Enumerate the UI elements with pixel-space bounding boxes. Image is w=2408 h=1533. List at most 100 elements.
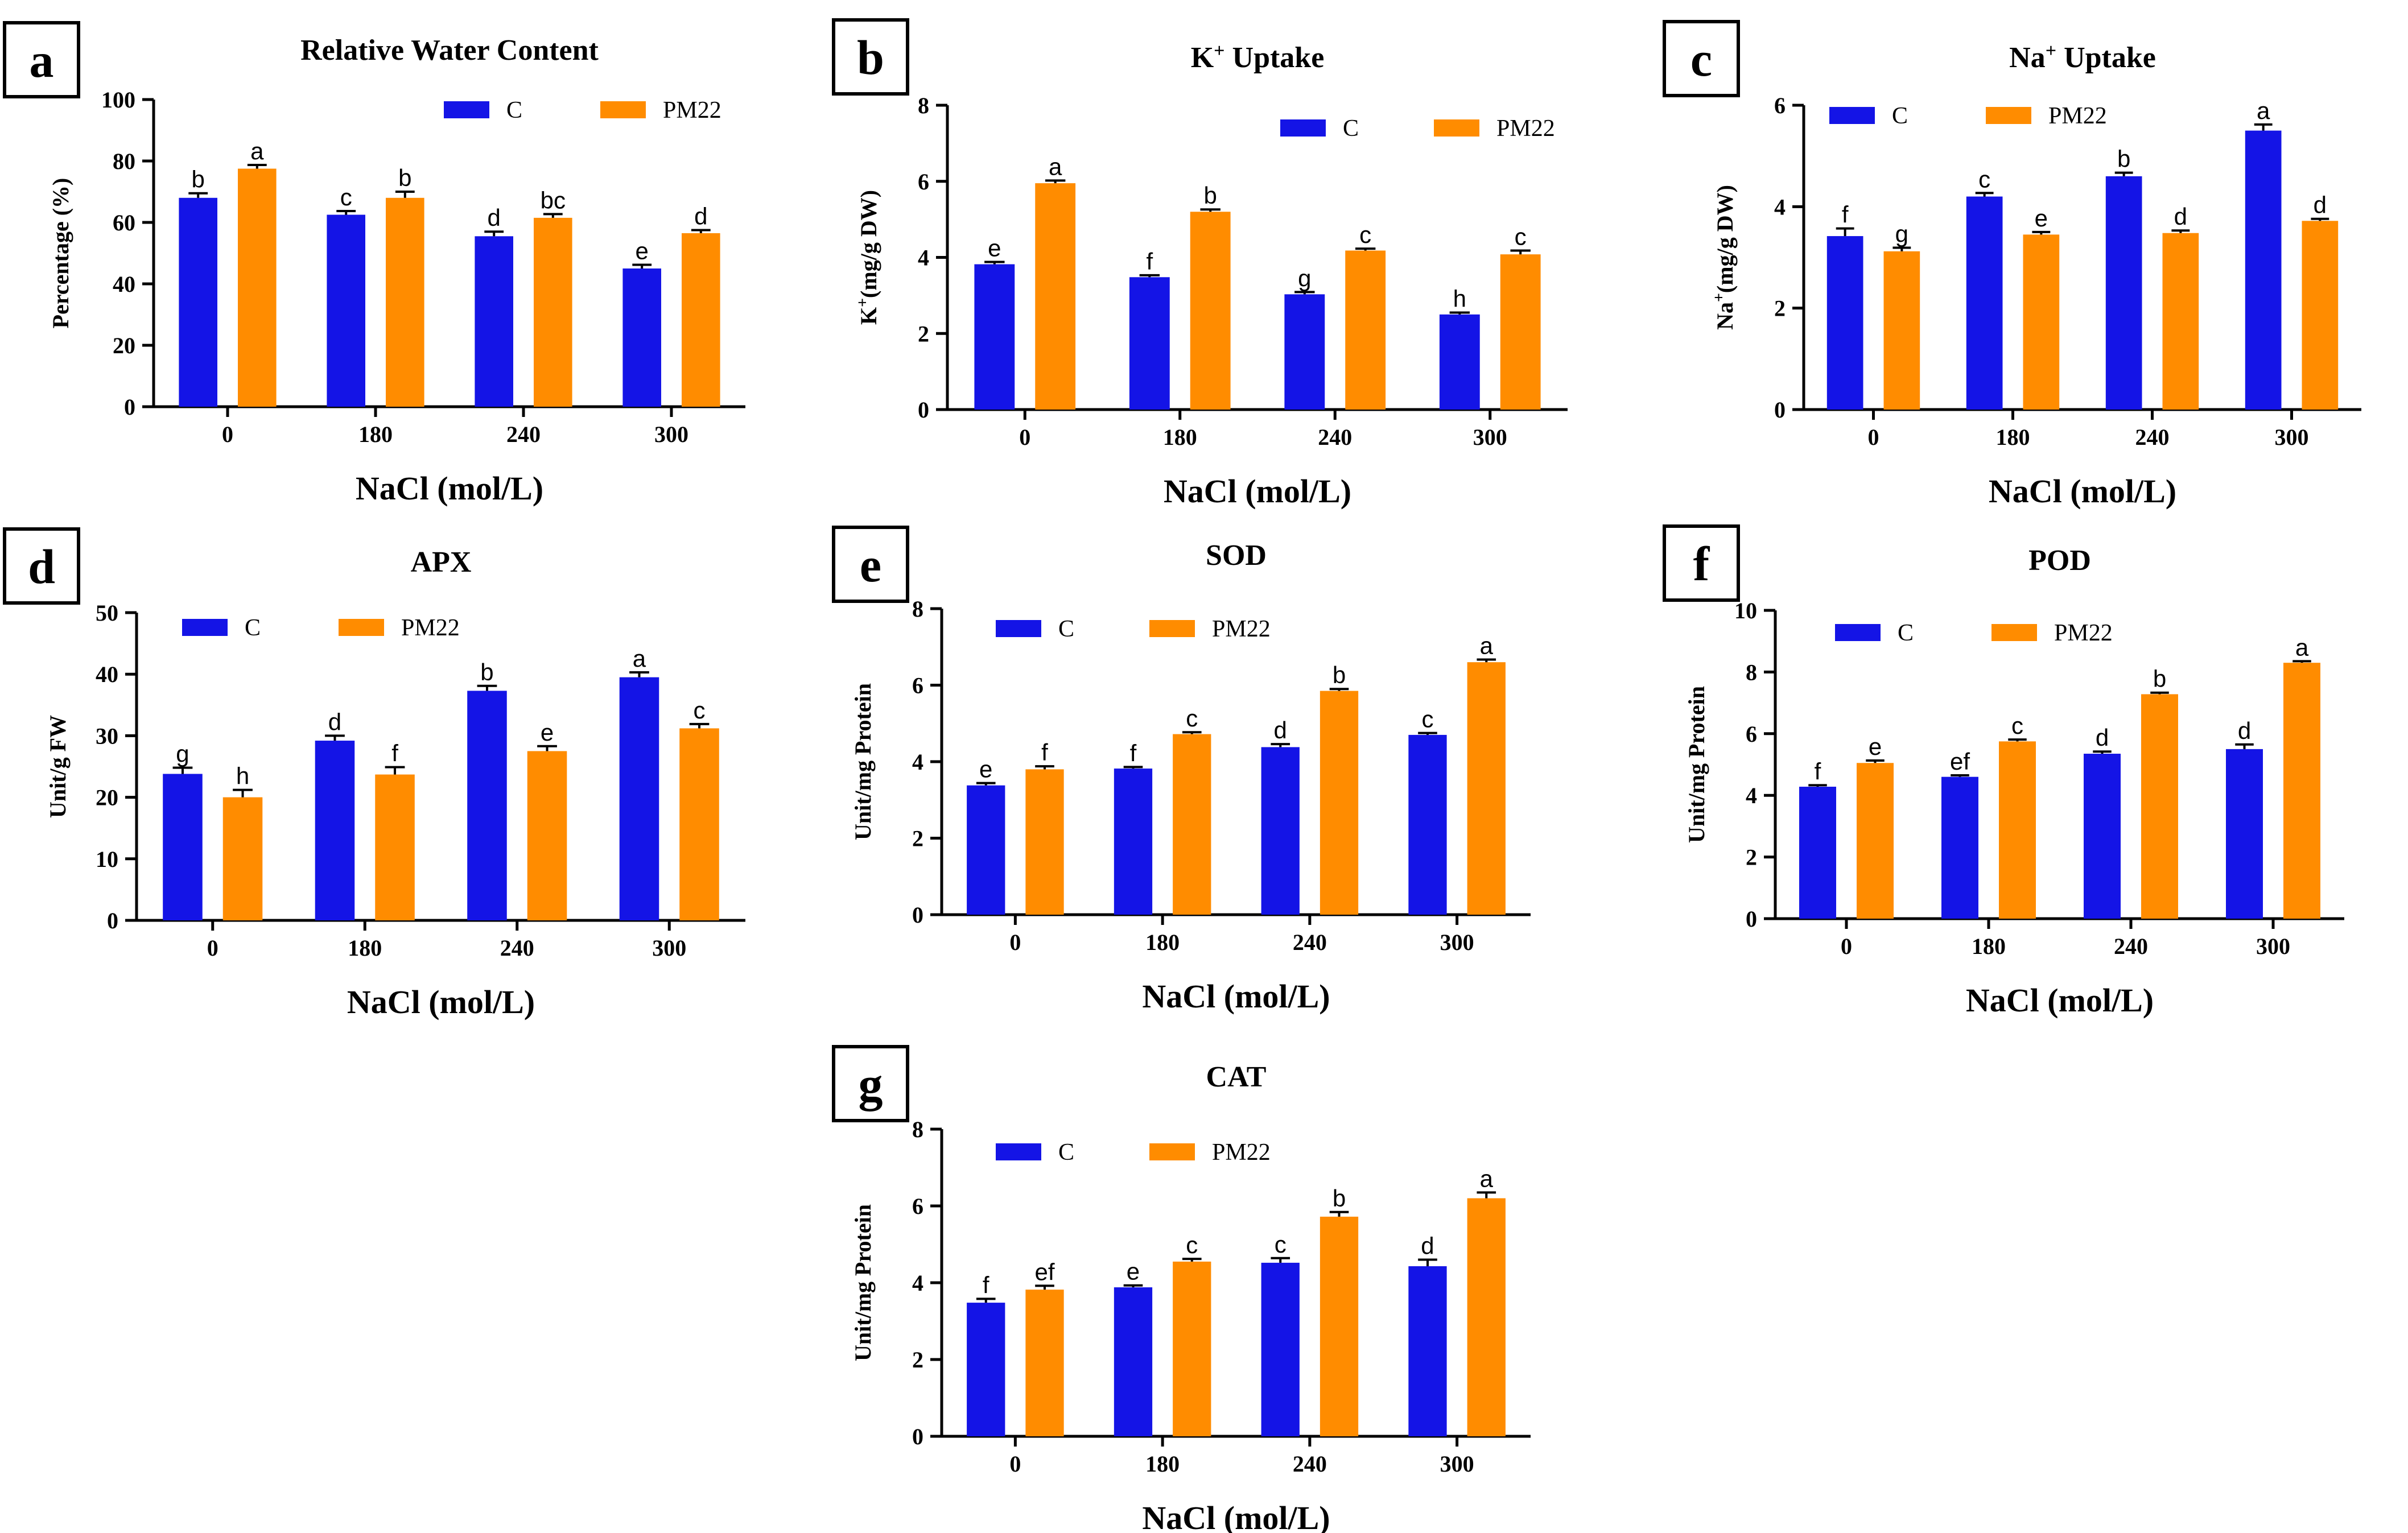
legend-swatch-c [444, 101, 489, 118]
y-tick-label: 0 [912, 1424, 923, 1449]
bar-c-0 [1799, 787, 1836, 919]
bar-c-180 [327, 214, 365, 407]
y-tick-label: 30 [96, 723, 118, 749]
significance-label: b [398, 164, 411, 191]
chart-title-main: POD [2028, 544, 2091, 577]
x-tick-label: 0 [1009, 1451, 1021, 1477]
significance-label: a [250, 138, 264, 164]
legend-label-pm22: PM22 [663, 97, 721, 123]
significance-label: ef [1034, 1258, 1054, 1285]
x-tick-label: 0 [1868, 424, 1879, 450]
bar-pm22-300 [1500, 254, 1541, 410]
panel-label: g [859, 1057, 883, 1111]
panel-label-box [832, 526, 909, 603]
chart-panel-a: a Relative Water Content 0 20 40 60 80 100 Perce… [3, 21, 745, 507]
x-tick-label: 180 [1163, 424, 1197, 450]
significance-label: d [1274, 717, 1287, 743]
significance-label: b [192, 166, 205, 193]
panel-label: f [1693, 536, 1710, 591]
significance-label: a [633, 645, 646, 672]
panel-label: e [860, 538, 881, 592]
y-axis-title-main: Na [1712, 302, 1738, 330]
x-tick-label: 180 [1972, 933, 2006, 959]
legend-swatch-pm22 [339, 619, 384, 636]
x-tick-label: 0 [1019, 424, 1030, 450]
x-tick-label: 240 [1318, 424, 1352, 450]
legend: C PM22 [996, 1139, 1271, 1166]
significance-label: h [1453, 285, 1466, 312]
bar-c-0 [179, 197, 217, 407]
significance-label: b [480, 659, 493, 685]
y-tick-label: 100 [101, 87, 135, 113]
y-tick-label: 8 [912, 1117, 923, 1142]
significance-label: e [1127, 1258, 1140, 1285]
chart-title: Na+ Uptake [2009, 40, 2156, 75]
bar-c-0 [1826, 236, 1863, 410]
legend-swatch-c [1829, 107, 1875, 124]
y-axis-title: Percentage (%) [48, 178, 73, 329]
significance-label: f [1815, 758, 1821, 784]
x-tick-label: 300 [652, 935, 686, 961]
significance-label: f [1130, 739, 1137, 766]
bar-c-240 [1261, 747, 1300, 915]
significance-label: c [1515, 223, 1527, 250]
bar-pm22-240 [1320, 691, 1359, 915]
significance-label: e [988, 235, 1001, 262]
y-tick-label: 6 [912, 1193, 923, 1219]
chart-title-main: SOD [1206, 539, 1267, 572]
bar-c-300 [1408, 1266, 1447, 1436]
significance-label: c [1421, 706, 1433, 733]
bar-c-300 [622, 268, 661, 407]
x-tick-label: 300 [2256, 933, 2290, 959]
x-axis-title: NaCl (mol/L) [1142, 978, 1330, 1015]
bar-c-180 [1114, 768, 1153, 915]
significance-label: c [694, 697, 706, 724]
legend-swatch-c [996, 620, 1041, 637]
significance-label: e [1869, 733, 1882, 760]
significance-label: b [2153, 666, 2166, 692]
x-tick-label: 240 [1293, 1451, 1327, 1477]
legend-label-pm22: PM22 [1496, 115, 1555, 142]
x-tick-label: 300 [2275, 424, 2309, 450]
y-tick-label: 6 [912, 673, 923, 699]
bar-pm22-240 [1320, 1216, 1359, 1436]
legend-label-pm22: PM22 [1212, 1139, 1271, 1166]
y-tick-label: 10 [1734, 598, 1757, 623]
significance-label: ef [1950, 748, 1970, 775]
y-tick-label: 8 [918, 93, 929, 118]
significance-label: c [1186, 705, 1198, 732]
chart-title-main: APX [411, 546, 472, 579]
chart-title: POD [2028, 544, 2091, 577]
legend-swatch-pm22 [1149, 620, 1195, 637]
significance-label: b [1333, 662, 1346, 688]
y-tick-label: 6 [1774, 93, 1786, 118]
significance-label: c [2011, 712, 2023, 739]
chart-title: APX [411, 546, 472, 579]
y-axis-title-main: K [856, 307, 881, 325]
legend-label-c: C [1058, 616, 1074, 642]
significance-label: f [1041, 739, 1048, 766]
chart-title-superscript: + [1214, 40, 1224, 61]
y-tick-label: 0 [1746, 906, 1757, 932]
significance-label: e [541, 719, 554, 746]
y-axis-title-superscript: + [1710, 293, 1728, 302]
significance-label: c [340, 184, 352, 210]
x-tick-label: 180 [358, 422, 393, 447]
y-tick-label: 80 [113, 148, 135, 174]
legend-label-c: C [1343, 115, 1359, 142]
chart-title: SOD [1206, 539, 1267, 572]
x-tick-label: 300 [1440, 1451, 1474, 1477]
y-axis-title: Unit/g FW [45, 715, 71, 818]
significance-label: d [1421, 1233, 1434, 1259]
y-tick-label: 4 [1774, 194, 1786, 220]
legend-swatch-pm22 [1149, 1143, 1195, 1160]
chart-panel-e: e SOD 0 2 4 6 8 Unit/mg Protein 0 e f 180 f c 240 d b 300… [832, 526, 1531, 1015]
chart-title-main: Na [2009, 42, 2046, 74]
bar-pm22-0 [1035, 183, 1076, 410]
y-tick-label: 50 [96, 600, 118, 626]
panel-label: c [1690, 32, 1712, 86]
y-axis-title: Unit/mg Protein [1684, 686, 1709, 843]
legend-swatch-c [1280, 119, 1326, 137]
chart-title-main: Relative Water Content [300, 34, 599, 67]
